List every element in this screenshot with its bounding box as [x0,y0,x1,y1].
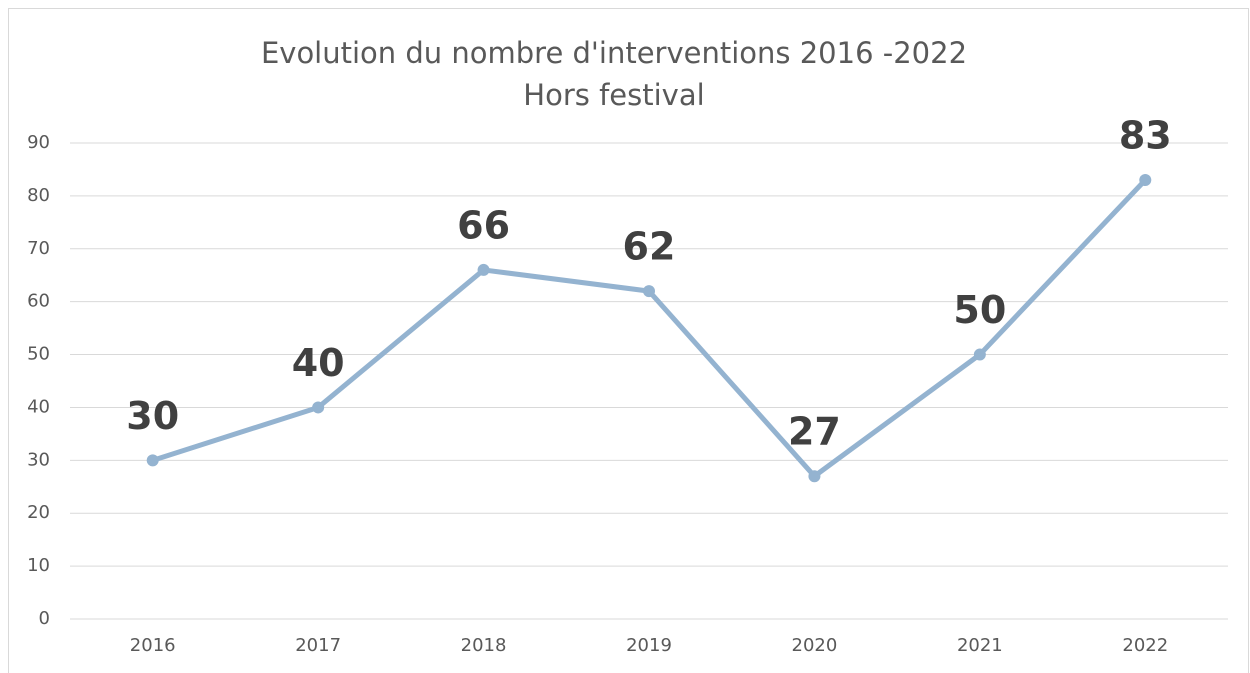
data-label: 27 [788,410,841,454]
y-tick-label: 40 [27,396,50,417]
x-tick-label: 2021 [957,635,1003,656]
point [973,348,986,361]
point [477,263,490,276]
point [1139,174,1152,187]
x-tick-label: 2020 [792,635,838,656]
x-tick-label: 2022 [1122,635,1168,656]
point [643,285,655,298]
y-tick-label: 20 [27,502,50,523]
y-tick-label: 60 [27,291,50,312]
x-tick-label: 2018 [461,635,507,656]
data-label: 62 [623,225,676,269]
y-tick-label: 80 [27,185,50,206]
y-tick-label: 30 [27,449,50,470]
chart-subtitle: Hors festival [523,78,704,112]
y-tick-label: 90 [27,132,50,153]
x-tick-label: 2017 [295,635,341,656]
data-label: 30 [126,394,179,438]
x-tick-label: 2016 [130,635,176,656]
x-tick-label: 2019 [626,635,672,656]
data-label: 50 [953,288,1006,332]
point [312,401,325,414]
y-tick-label: 0 [39,608,50,629]
data-label: 40 [292,341,345,385]
data-label: 83 [1119,114,1172,158]
y-tick-label: 70 [27,238,50,259]
y-tick-label: 50 [27,344,50,365]
point [146,454,159,467]
chart-border [8,8,1249,673]
point [808,470,821,483]
data-label: 66 [457,203,510,247]
y-tick-label: 10 [27,555,50,576]
chart-title: Evolution du nombre d'interventions 2016… [261,36,967,70]
